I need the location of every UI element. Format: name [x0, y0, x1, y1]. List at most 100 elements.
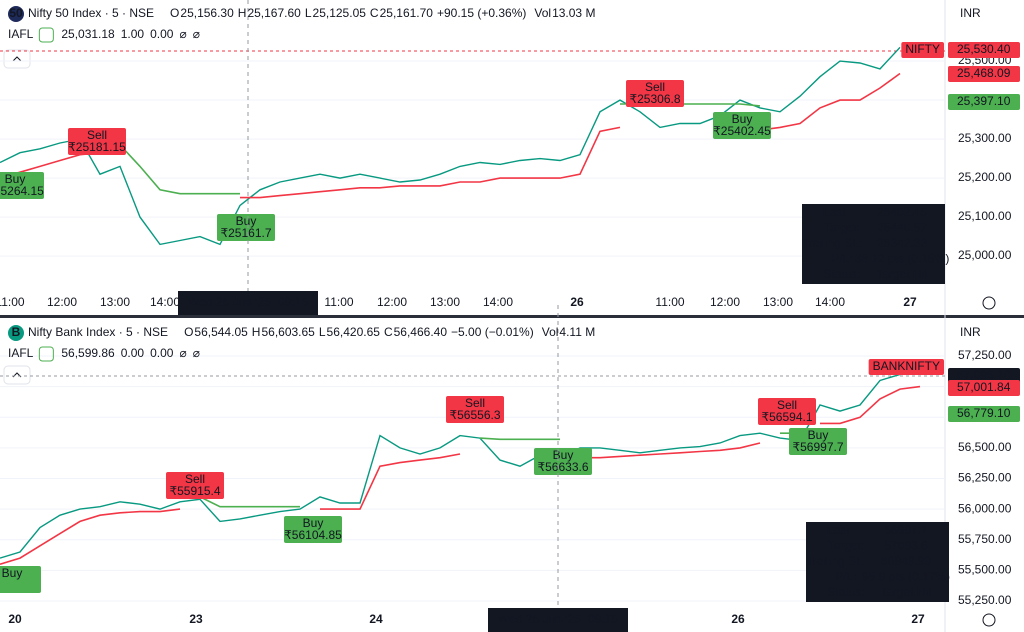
x-tick-label: 14:00: [150, 295, 180, 309]
ohlc-key: H: [238, 6, 247, 20]
ohlc-value: 56,466.40: [394, 325, 448, 339]
x-tick-label: 24: [369, 612, 383, 626]
signal-box: [789, 428, 847, 455]
ohlc-value: 56,544.05: [194, 325, 248, 339]
signal-label: Buy: [303, 516, 324, 530]
stats-key: Last —: [827, 523, 865, 537]
signal-box: [68, 128, 126, 155]
currency: INR: [960, 6, 981, 20]
price-label-box: [948, 66, 1020, 82]
signal-label: Buy: [808, 428, 829, 442]
x-tick-label: 27: [903, 295, 917, 309]
symbol-logo-text: B: [12, 325, 21, 339]
ohlc-key: O: [184, 325, 193, 339]
stats-key: Target:: [824, 221, 861, 235]
indicator-value: 1.00: [121, 27, 145, 41]
stats-value: 25402.45: [877, 205, 927, 219]
signal-price: ₹25306.8: [629, 92, 680, 106]
stats-value: 38.12 pts (0.15%): [855, 252, 950, 266]
x-tick-label: 13:00: [100, 295, 130, 309]
volume-value: 13.03 M: [552, 6, 595, 20]
volume-value: 4.11 M: [559, 325, 595, 339]
signal-box: [446, 396, 504, 423]
signal-box: [284, 516, 342, 543]
y-tick-label: 55,500.00: [958, 563, 1012, 577]
signal-price: ₹56104.85: [284, 528, 342, 542]
symbol-logo: [8, 6, 24, 22]
y-tick-label: 25,300.00: [958, 131, 1012, 145]
x-tick-label: 23: [189, 612, 203, 626]
crosshair-date: Wed 25 Jun '25: [188, 295, 271, 309]
signal-box: [626, 80, 684, 107]
collapse-icon: [12, 56, 22, 62]
crosshair-clock: 09:15: [278, 295, 308, 309]
pane-divider: [0, 315, 1024, 318]
signal-label: Sell: [465, 396, 485, 410]
price-line: [0, 371, 921, 559]
ohlc-key: O: [170, 6, 179, 20]
signal-price: ₹56594.1: [761, 410, 812, 424]
y-tick-label: 57,250.00: [958, 348, 1012, 362]
x-tick-label: 27: [911, 612, 925, 626]
stats-key: Trailing SL:: [806, 554, 866, 568]
stats-value: 56997.7: [884, 523, 928, 537]
ohlc-value: 56,420.65: [327, 325, 381, 339]
collapse-button[interactable]: [3, 49, 31, 69]
stats-box: [802, 204, 945, 284]
indicator-value: 25,031.18: [61, 27, 115, 41]
price-label: 25,397.10: [957, 94, 1011, 108]
indicator-value: 0.00: [121, 346, 145, 360]
crosshair-time-box: [488, 608, 628, 632]
price-label-box: [948, 406, 1020, 422]
indicator-value: 0.00: [150, 346, 174, 360]
stats-value: 95.9 pts (0.17%): [862, 570, 950, 584]
signal-label: Buy: [236, 214, 257, 228]
x-tick-label: 14:00: [483, 295, 513, 309]
x-tick-label: 11:00: [0, 295, 25, 309]
indicator-value: ⌀: [193, 346, 200, 360]
settings-icon[interactable]: [982, 296, 996, 310]
symbol-tag: NIFTY: [905, 42, 940, 56]
x-tick-label: 13:00: [430, 295, 460, 309]
plot-area: BuySell₹55915.4Buy₹56104.85Sell₹56556.3B…: [0, 355, 945, 602]
settings-icon[interactable]: [982, 613, 996, 627]
price-label: 56,779.10: [957, 406, 1011, 420]
signal-price: ₹25264.15: [0, 184, 44, 198]
signal-box: [0, 566, 41, 593]
ohlc-key: C: [370, 6, 379, 20]
signal-label: Buy: [732, 112, 753, 126]
indicator-value: 0.00: [150, 27, 174, 41]
ohlc-key: C: [384, 325, 393, 339]
stats-key: Trailing SL:: [802, 236, 862, 250]
indicator-value: ⌀: [193, 27, 200, 41]
signal-price: ₹25402.45: [713, 124, 771, 138]
signal-price: ₹55915.4: [169, 484, 220, 498]
indicator-value: 56,599.86: [61, 346, 115, 360]
signal-box: [534, 448, 592, 475]
signal-price: ₹56633.6: [537, 460, 588, 474]
ohlc-key: H: [252, 325, 261, 339]
x-tick-label: 12:00: [47, 295, 77, 309]
symbol-logo-text: 50: [9, 6, 23, 20]
signal-box: [166, 472, 224, 499]
stats-value: 25440.57: [877, 221, 927, 235]
signal-box: [713, 112, 771, 139]
signal-label: Sell: [777, 398, 797, 412]
y-tick-label: 56,000.00: [958, 501, 1012, 515]
x-tick-label: 13:00: [763, 295, 793, 309]
price-label-box: [948, 94, 1020, 110]
y-tick-label: 25,000.00: [958, 248, 1012, 262]
indicator-value: ⌀: [179, 346, 186, 360]
signal-price: ₹56997.7: [792, 440, 843, 454]
ohlc-value: 25,125.05: [313, 6, 367, 20]
y-tick-label: 55,250.00: [958, 593, 1012, 607]
y-tick-label: 56,500.00: [958, 440, 1012, 454]
x-tick-label: 12:00: [710, 295, 740, 309]
ohlc-key: L: [319, 325, 326, 339]
ohlc-value: 25,167.60: [247, 6, 301, 20]
collapse-button[interactable]: [3, 365, 31, 385]
symbol-title: Nifty 50 Index · 5 · NSE: [28, 6, 154, 20]
signal-box: [217, 214, 275, 241]
stats-value: 57093.6: [884, 539, 928, 553]
